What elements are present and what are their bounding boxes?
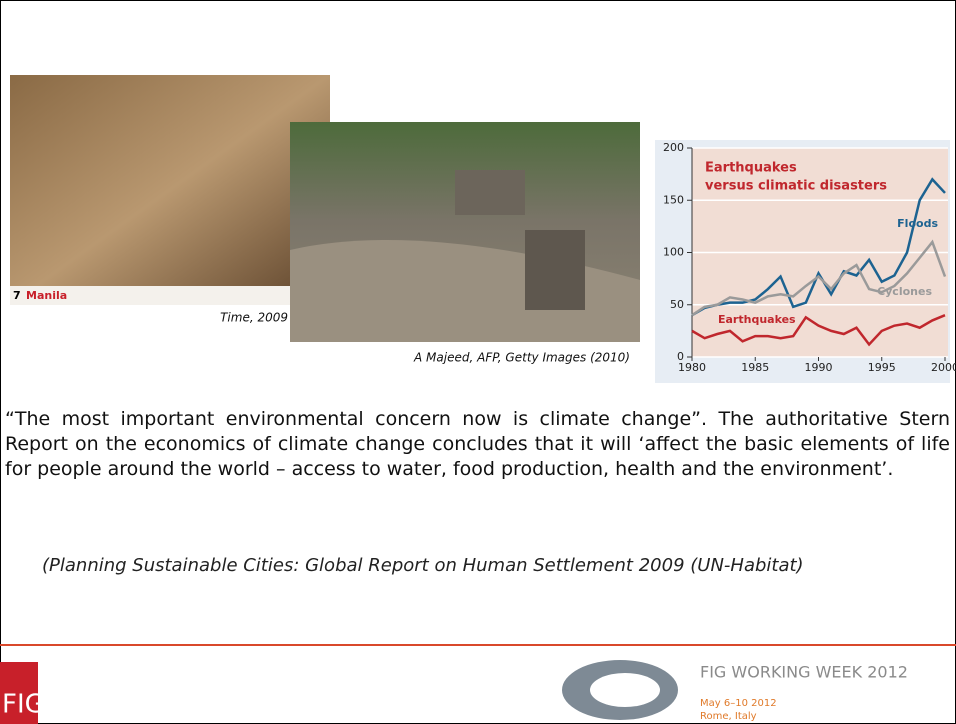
x-tick-label: 2000 <box>931 361 956 374</box>
photo-building <box>455 170 525 215</box>
y-tick-label: 100 <box>663 246 684 259</box>
quote-paragraph: “The most important environmental concer… <box>5 407 950 482</box>
x-tick-label: 1995 <box>868 361 896 374</box>
photo-building <box>525 230 585 310</box>
x-tick-label: 1980 <box>678 361 706 374</box>
chart-title: versus climatic disasters <box>705 179 887 194</box>
series-label: Floods <box>897 217 938 230</box>
caption: Time, 2009 <box>220 311 288 325</box>
event-title: FIG WORKING WEEK 2012 <box>700 663 908 682</box>
series-label: Earthquakes <box>718 313 796 326</box>
series-label: Cyclones <box>877 285 932 298</box>
slide: 7 Manila Time, 2009 A Majeed, AFP, Getty… <box>0 0 956 724</box>
slide-graphics: 7 Manila Time, 2009 A Majeed, AFP, Getty… <box>0 0 956 724</box>
event-place: Rome, Italy <box>700 711 757 722</box>
x-tick-label: 1985 <box>741 361 769 374</box>
citation: (Planning Sustainable Cities: Global Rep… <box>42 555 804 576</box>
x-tick-label: 1990 <box>805 361 833 374</box>
caption: A Majeed, AFP, Getty Images (2010) <box>413 351 630 365</box>
colosseum-logo-inner <box>590 673 660 707</box>
photo-label-number: 7 <box>13 289 21 302</box>
logo-text: FIG <box>2 690 45 720</box>
event-dates: May 6–10 2012 <box>700 698 777 709</box>
y-tick-label: 150 <box>663 193 684 206</box>
y-tick-label: 200 <box>663 141 684 154</box>
photo-label-place: Manila <box>26 289 67 302</box>
chart-title: Earthquakes <box>705 161 797 176</box>
photo-manila <box>10 75 330 305</box>
y-tick-label: 50 <box>670 298 684 311</box>
